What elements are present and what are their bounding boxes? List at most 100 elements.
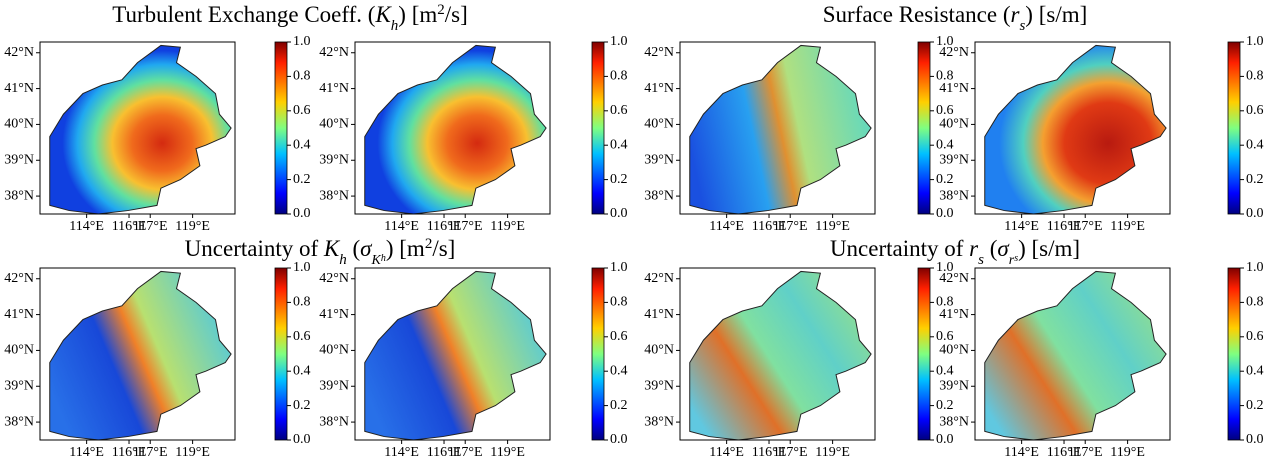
colorbar-tick-label: 0.2 — [610, 398, 628, 413]
x-tick-label: 116°E — [112, 445, 147, 460]
x-tick-label: 116°E — [427, 219, 462, 234]
colorbar-tick-label: 0.4 — [1246, 137, 1264, 152]
y-tick-label: 40°N — [319, 117, 349, 132]
colorbar-tick-label: 1.0 — [293, 260, 311, 275]
title-part: σ — [997, 236, 1010, 261]
map-region — [689, 44, 872, 215]
y-tick-label: 42°N — [939, 271, 969, 286]
colorbar-tick-label: 0.6 — [936, 103, 954, 118]
y-tick-label: 38°N — [4, 414, 34, 429]
x-tick-label: 119°E — [815, 219, 850, 234]
title-part: h — [339, 252, 347, 268]
y-tick-label: 38°N — [4, 188, 34, 203]
y-tick-label: 38°N — [319, 414, 349, 429]
colorbar-tick-label: 0.4 — [936, 363, 954, 378]
colorbar-tick-label: 0.4 — [293, 137, 311, 152]
colorbar — [591, 267, 605, 441]
x-tick-label: 116°E — [112, 219, 147, 234]
x-tick-label: 114°E — [384, 445, 419, 460]
colorbar-tick-label: 0.8 — [610, 69, 628, 84]
y-tick-label: 42°N — [644, 271, 674, 286]
colorbar-tick-label: 1.0 — [1246, 260, 1264, 275]
x-tick-label: 117°E — [448, 219, 483, 234]
colorbar — [917, 267, 931, 441]
y-tick-label: 39°N — [939, 378, 969, 393]
colorbar-tick-label: 0.0 — [936, 206, 954, 221]
title-part: r — [1011, 2, 1021, 27]
title-part: Turbulent Exchange Coeff. ( — [112, 2, 375, 27]
colorbar-tick-label: 1.0 — [1246, 34, 1264, 49]
x-tick-label: 114°E — [384, 219, 419, 234]
title-part: h — [391, 18, 399, 34]
colorbar-tick-label: 0.2 — [936, 398, 954, 413]
colorbar-tick-label: 0.4 — [293, 363, 311, 378]
y-tick-label: 42°N — [319, 271, 349, 286]
colorbar-tick-label: 0.2 — [936, 172, 954, 187]
x-tick-label: 119°E — [175, 219, 210, 234]
colorbar-tick-label: 0.0 — [1246, 432, 1264, 447]
y-tick-label: 40°N — [939, 117, 969, 132]
colorbar-tick-label: 0.2 — [293, 172, 311, 187]
title-part: ( — [984, 236, 997, 261]
map-region — [364, 44, 547, 215]
colorbar-tick-label: 0.8 — [293, 295, 311, 310]
map-region — [49, 270, 232, 441]
title-part: ) [m — [398, 2, 437, 27]
title-part: r — [969, 236, 979, 261]
colorbar-tick-label: 0.8 — [293, 69, 311, 84]
map-frame — [679, 41, 876, 215]
colorbar-tick-label: 0.6 — [1246, 103, 1264, 118]
colorbar-tick-label: 0.6 — [610, 329, 628, 344]
colorbar-tick-label: 0.6 — [293, 329, 311, 344]
map-region — [984, 44, 1167, 215]
x-tick-label: 116°E — [427, 445, 462, 460]
map-frame — [974, 41, 1171, 215]
colorbar-tick-label: 0.0 — [936, 432, 954, 447]
colorbar — [274, 267, 288, 441]
x-tick-label: 114°E — [1004, 219, 1039, 234]
x-tick-label: 119°E — [1110, 445, 1145, 460]
colorbar-tick-label: 0.4 — [610, 137, 628, 152]
y-tick-label: 41°N — [644, 307, 674, 322]
x-tick-label: 114°E — [69, 219, 104, 234]
colorbar — [591, 41, 605, 215]
x-tick-label: 117°E — [448, 445, 483, 460]
title-part: h — [381, 253, 386, 264]
colorbar-tick-label: 0.2 — [1246, 398, 1264, 413]
title: Surface Resistance (rs) [s/m] — [823, 2, 1088, 34]
x-tick-label: 116°E — [1047, 219, 1082, 234]
title: Turbulent Exchange Coeff. (Kh) [m2/s] — [112, 2, 468, 34]
map-region — [49, 44, 232, 215]
title: Uncertainty of rs (σrs) [s/m] — [830, 236, 1080, 268]
colorbar-tick-label: 1.0 — [610, 34, 628, 49]
y-tick-label: 38°N — [319, 188, 349, 203]
x-tick-label: 116°E — [752, 219, 787, 234]
colorbar-tick-label: 0.6 — [293, 103, 311, 118]
y-tick-label: 42°N — [4, 271, 34, 286]
y-tick-label: 41°N — [939, 307, 969, 322]
colorbar — [1227, 41, 1241, 215]
y-tick-label: 40°N — [644, 117, 674, 132]
map-frame — [354, 41, 551, 215]
y-tick-label: 40°N — [4, 343, 34, 358]
colorbar — [917, 41, 931, 215]
map-frame — [974, 267, 1171, 441]
colorbar-tick-label: 0.4 — [1246, 363, 1264, 378]
y-tick-label: 41°N — [644, 81, 674, 96]
x-tick-label: 114°E — [709, 445, 744, 460]
title-part: Surface Resistance ( — [823, 2, 1011, 27]
colorbar-tick-label: 1.0 — [936, 260, 954, 275]
colorbar-tick-label: 0.0 — [610, 432, 628, 447]
title-part: ) [m — [386, 236, 425, 261]
x-tick-label: 119°E — [815, 445, 850, 460]
title-part: Uncertainty of — [185, 236, 324, 261]
x-tick-label: 119°E — [490, 445, 525, 460]
y-tick-label: 39°N — [4, 378, 34, 393]
y-tick-label: 42°N — [939, 45, 969, 60]
map-frame — [354, 267, 551, 441]
colorbar-tick-label: 0.8 — [936, 295, 954, 310]
x-tick-label: 114°E — [709, 219, 744, 234]
colorbar-tick-label: 0.0 — [610, 206, 628, 221]
colorbar-tick-label: 1.0 — [936, 34, 954, 49]
x-tick-label: 117°E — [773, 219, 808, 234]
